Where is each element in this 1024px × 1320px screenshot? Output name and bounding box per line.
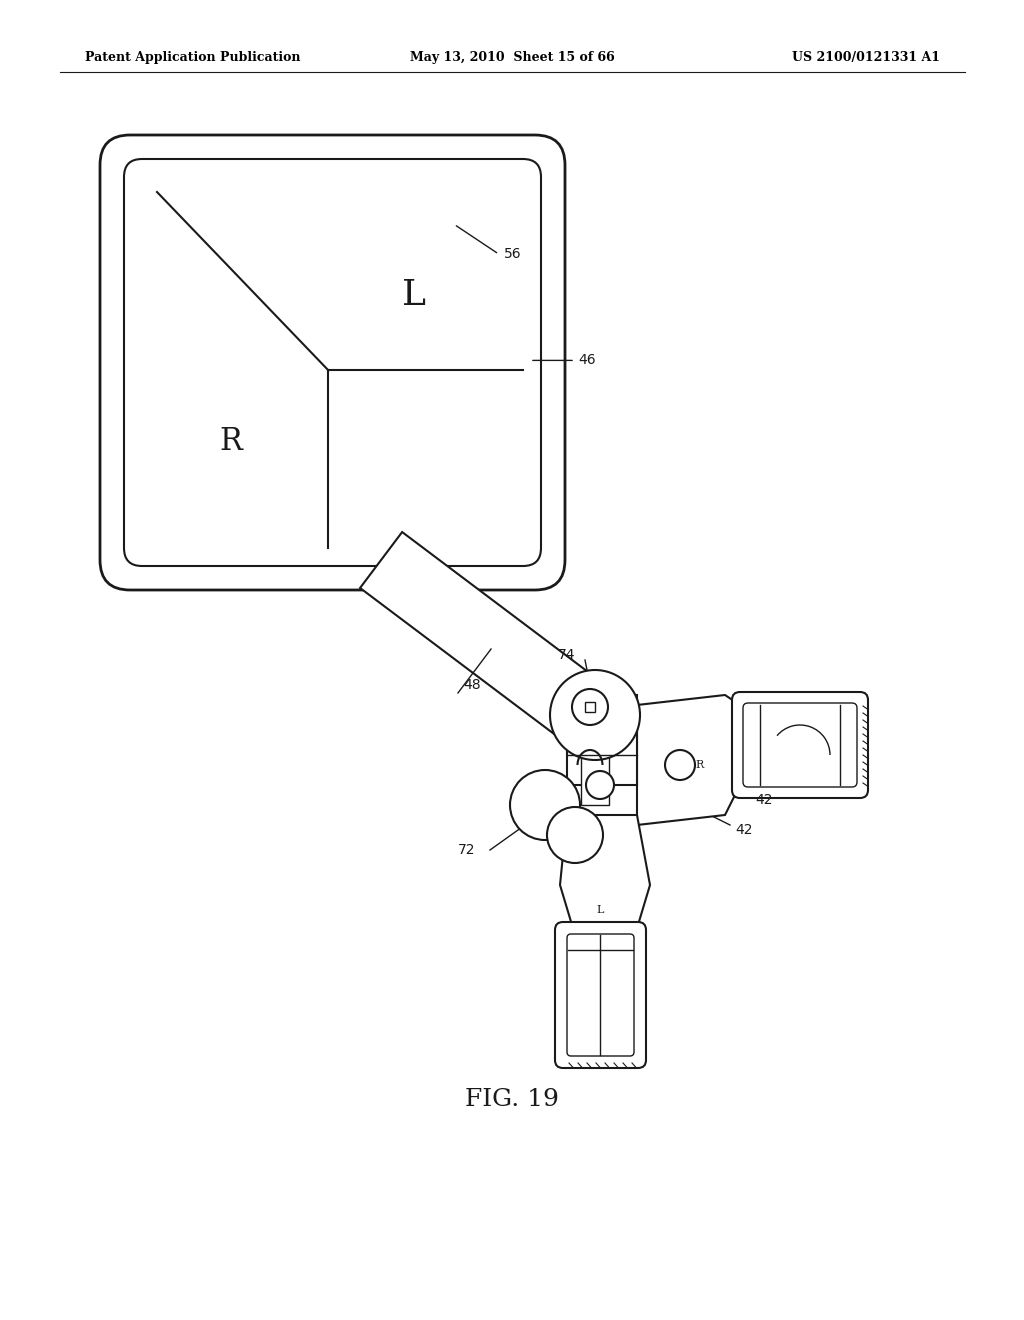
Bar [581,675,609,805]
Circle shape [572,689,608,725]
Text: 42: 42 [735,822,753,837]
Circle shape [586,771,614,799]
Text: Patent Application Publication: Patent Application Publication [85,51,300,65]
Polygon shape [560,814,650,935]
FancyBboxPatch shape [100,135,565,590]
Text: US 2100/0121331 A1: US 2100/0121331 A1 [792,51,940,65]
Text: FIG. 19: FIG. 19 [465,1089,559,1111]
Bar [585,702,595,711]
Text: R: R [220,426,243,457]
Circle shape [665,750,695,780]
Circle shape [510,770,580,840]
Circle shape [550,671,640,760]
Text: L: L [596,906,604,915]
Text: R: R [695,760,703,770]
Text: 56: 56 [504,247,521,261]
FancyBboxPatch shape [567,935,634,1056]
FancyBboxPatch shape [124,158,541,566]
Polygon shape [360,532,628,758]
Circle shape [547,807,603,863]
Text: L: L [401,279,426,313]
Text: 42: 42 [755,793,772,807]
Text: May 13, 2010  Sheet 15 of 66: May 13, 2010 Sheet 15 of 66 [410,51,614,65]
Text: 46: 46 [578,354,596,367]
Text: 74: 74 [557,648,575,663]
Polygon shape [637,696,770,825]
Text: 72: 72 [458,843,475,857]
Text: 48: 48 [463,678,480,692]
FancyBboxPatch shape [732,692,868,799]
FancyBboxPatch shape [555,921,646,1068]
FancyBboxPatch shape [743,704,857,787]
Bar [567,696,637,785]
